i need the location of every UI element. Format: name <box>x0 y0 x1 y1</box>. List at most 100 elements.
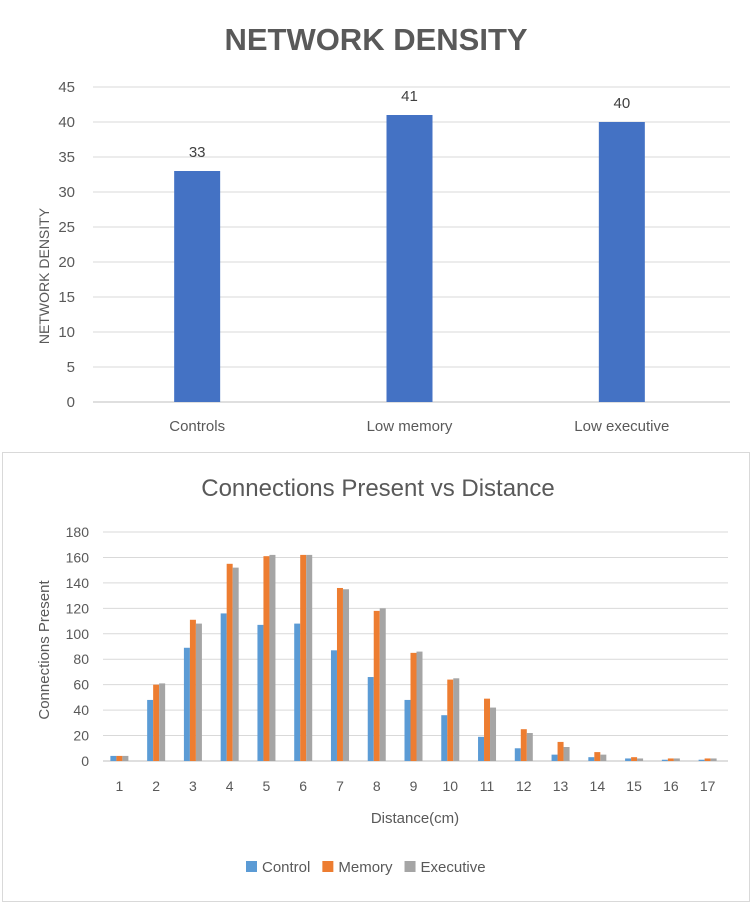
x-tick-label: 17 <box>700 778 716 794</box>
x-tick-label: 3 <box>189 778 197 794</box>
y-tick-label: 10 <box>58 324 75 341</box>
bar <box>386 115 433 402</box>
x-axis-ticks: Controls Low memory Low executive <box>169 418 669 435</box>
data-label: 41 <box>401 88 418 105</box>
bar-memory <box>336 587 343 761</box>
y-tick-label: 5 <box>67 359 75 376</box>
x-tick-label: 2 <box>152 778 160 794</box>
bar-executive <box>416 651 423 761</box>
bar-memory <box>226 563 233 761</box>
y-tick-label: 80 <box>73 651 89 667</box>
bar-memory <box>631 757 638 761</box>
data-label: 40 <box>613 95 630 112</box>
y-axis-ticks: 0 20 40 60 80 100 120 140 160 180 <box>66 524 90 769</box>
bar-executive <box>710 758 717 761</box>
bar-memory <box>116 755 123 761</box>
y-tick-label: 45 <box>58 79 75 96</box>
y-tick-label: 180 <box>66 524 90 540</box>
bar-control <box>110 755 117 761</box>
bar-control <box>588 757 595 761</box>
bar-executive <box>195 623 202 761</box>
bar-control <box>220 613 227 761</box>
bar-executive <box>453 678 460 761</box>
legend-item-control: Control <box>246 859 310 876</box>
legend-swatch <box>322 861 334 872</box>
legend-swatch <box>246 861 257 872</box>
y-tick-label: 35 <box>58 149 75 166</box>
bar-executive <box>159 683 166 761</box>
connections-vs-distance-chart: Connections Present vs Distance 0 20 40 60 8… <box>36 475 728 876</box>
y-tick-label: 30 <box>58 184 75 201</box>
y-tick-label: 120 <box>66 600 90 616</box>
bar-memory <box>189 619 196 761</box>
bar-memory <box>594 752 601 761</box>
y-tick-label: 160 <box>66 549 90 565</box>
bar-executive <box>122 755 129 761</box>
x-tick-label: Low memory <box>367 418 453 435</box>
y-tick-label: 40 <box>73 702 89 718</box>
connections-chart-panel: Connections Present vs Distance 0 20 40 60 8… <box>2 452 750 902</box>
y-tick-label: 60 <box>73 677 89 693</box>
bar-control <box>294 623 301 761</box>
bar-control <box>514 748 521 761</box>
bar-executive <box>306 554 313 761</box>
legend: Control Memory Executive <box>246 859 486 876</box>
bar-control <box>625 758 632 761</box>
bar-executive <box>563 747 570 761</box>
bar-memory <box>263 556 270 761</box>
legend-label: Memory <box>338 859 393 876</box>
bar-executive <box>490 707 497 761</box>
bar-control <box>183 647 190 761</box>
bar-memory <box>373 610 380 761</box>
bar-control <box>441 715 448 761</box>
chart-title: Connections Present vs Distance <box>201 475 555 502</box>
bar-control <box>551 754 558 761</box>
x-tick-label: Controls <box>169 418 225 435</box>
y-tick-label: 0 <box>81 753 89 769</box>
bar-executive <box>673 758 680 761</box>
x-tick-label: 16 <box>663 778 679 794</box>
bar-memory <box>410 652 417 761</box>
x-tick-label: 9 <box>410 778 418 794</box>
bar-control <box>257 624 264 761</box>
legend-label: Executive <box>421 859 486 876</box>
bar-control <box>330 650 337 761</box>
y-tick-label: 25 <box>58 219 75 236</box>
bar-control <box>661 759 668 761</box>
x-tick-label: 1 <box>115 778 123 794</box>
chart-title: NETWORK DENSITY <box>224 22 527 57</box>
bar-executive <box>637 758 644 761</box>
bar-executive <box>342 589 349 761</box>
bar-control <box>367 677 374 761</box>
x-tick-label: 6 <box>299 778 307 794</box>
y-tick-label: 20 <box>58 254 75 271</box>
bar <box>174 171 221 402</box>
x-tick-label: 5 <box>263 778 271 794</box>
bar-control <box>478 736 485 761</box>
x-tick-label: Low executive <box>574 418 669 435</box>
y-tick-label: 20 <box>73 728 89 744</box>
x-tick-label: 4 <box>226 778 234 794</box>
bar-executive <box>526 733 533 761</box>
bar-control <box>698 759 705 761</box>
bar-memory <box>520 729 527 761</box>
bar-control <box>404 699 411 761</box>
x-tick-label: 14 <box>590 778 606 794</box>
bar-memory <box>557 741 564 761</box>
bar-executive <box>379 608 386 761</box>
x-axis-ticks: 1 2 3 4 5 6 7 8 9 10 11 12 13 14 15 16 17 <box>115 778 715 794</box>
data-label: 33 <box>189 144 206 161</box>
y-tick-label: 0 <box>67 394 75 411</box>
legend-item-memory: Memory <box>322 859 393 876</box>
bar-executive <box>269 554 276 761</box>
y-axis-ticks: 0 5 10 15 20 25 30 35 40 45 <box>58 79 75 411</box>
x-tick-label: 7 <box>336 778 344 794</box>
bar-memory <box>153 684 160 761</box>
bar-memory <box>667 758 674 761</box>
bar <box>598 122 645 402</box>
y-axis-label: NETWORK DENSITY <box>36 207 52 344</box>
bar-memory <box>484 698 491 761</box>
bar-memory <box>447 679 454 761</box>
x-tick-label: 10 <box>442 778 458 794</box>
y-tick-label: 100 <box>66 626 90 642</box>
